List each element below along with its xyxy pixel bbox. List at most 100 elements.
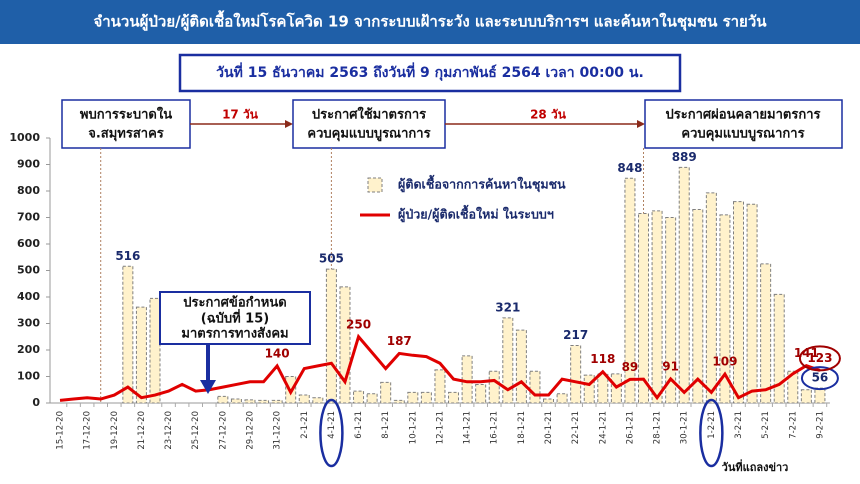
x-tick-label: 2-1-21 (300, 411, 310, 439)
line-value-label: 123 (807, 351, 832, 365)
bar (339, 286, 351, 404)
annotation: ประกาศผ่อนคลายมาตรการ (666, 108, 821, 123)
bar (719, 214, 731, 404)
bar (407, 391, 419, 404)
y-tick-label: 1000 (9, 131, 40, 144)
bar (353, 390, 365, 404)
bar (760, 263, 772, 404)
bar (380, 381, 392, 404)
line-value-label: 118 (590, 352, 615, 366)
x-tick-label: 9-2-21 (815, 411, 825, 439)
y-tick-label: 800 (17, 184, 40, 197)
annotation: ควบคุมแบบบูรณาการ (307, 127, 430, 142)
bar (325, 268, 337, 404)
bar (556, 393, 568, 404)
annotation: ประกาศข้อกำหนด (183, 295, 286, 311)
x-tick-label: 16-1-21 (490, 411, 500, 444)
bar (665, 217, 677, 404)
bar (502, 317, 514, 404)
bar (122, 265, 134, 404)
x-tick-label: 6-1-21 (354, 411, 364, 439)
bar (583, 374, 595, 404)
annotation: 28 วัน (530, 108, 567, 122)
bar (217, 395, 229, 404)
bar (393, 399, 405, 404)
x-tick-label: 18-1-21 (517, 411, 527, 444)
line-value-label: 250 (346, 317, 371, 331)
bar (366, 393, 378, 404)
line-value-label: 109 (712, 355, 737, 369)
x-tick-label: 1-2-21 (707, 411, 717, 439)
bar (733, 201, 744, 404)
x-tick-label: 17-12-20 (83, 411, 93, 450)
bar (515, 329, 527, 404)
chart-title: จำนวนผู้ป่วย/ผู้ติดเชื้อใหม่โรคโควิด 19 … (93, 10, 767, 32)
bar (651, 210, 663, 404)
arrow-head (200, 380, 216, 394)
bar (543, 398, 555, 404)
bar (529, 370, 541, 404)
highlight (798, 345, 841, 372)
x-tick-label: 7-2-21 (788, 411, 798, 439)
x-tick-label: 28-1-21 (653, 411, 663, 444)
bar (773, 293, 785, 404)
bar-value-label: 848 (617, 161, 642, 175)
annotation: มาตรการทางสังคม (181, 327, 288, 342)
bar-value-label: 516 (115, 249, 140, 263)
bar (461, 355, 473, 404)
bar (258, 399, 270, 404)
legend-label: ผู้ป่วย/ผู้ติดเชื้อใหม่ ในระบบฯ (398, 205, 554, 223)
x-tick-label: 30-1-21 (680, 411, 690, 444)
y-tick-label: 600 (17, 237, 40, 250)
y-tick-label: 200 (17, 343, 40, 356)
bar (800, 389, 812, 404)
bar-value-label: 321 (495, 300, 520, 314)
bar-value-label: 889 (672, 150, 697, 164)
annotation-box (159, 291, 311, 345)
highlight (800, 366, 839, 391)
x-tick-label: 4-1-21 (327, 411, 337, 439)
annotation: 17 วัน (222, 108, 259, 122)
x-tick-label: 10-1-21 (408, 411, 418, 444)
bar (298, 394, 310, 404)
annotations: พบการระบาดใน จ.สมุทรสาคร 17 วัน ประกาศใช… (61, 99, 843, 149)
line-value-label: 140 (265, 346, 290, 360)
bar (448, 391, 460, 404)
x-tick-label: 25-12-20 (191, 411, 201, 450)
x-tick-label: 20-1-21 (544, 411, 554, 444)
title-banner (0, 0, 860, 44)
y-tick-label: 300 (17, 317, 40, 330)
bar (638, 213, 650, 404)
bar (570, 344, 582, 404)
chart-subtitle: วันที่ 15 ธันวาคม 2563 ถึงวันที่ 9 กุมภา… (216, 62, 644, 81)
line-value-label: 89 (622, 360, 639, 374)
annotation: ประกาศใช้มาตรการ (312, 106, 426, 123)
annotation: พบการระบาดใน (80, 106, 172, 123)
line (59, 333, 821, 402)
bar (420, 391, 432, 404)
annotation: จ.สมุทรสาคร (88, 127, 164, 142)
bar-value-label: 56 (812, 371, 829, 385)
y-tick-label: 400 (17, 290, 40, 303)
x-tick-label: 22-1-21 (571, 411, 581, 444)
x-tick-label: 14-1-21 (463, 411, 473, 444)
bar (624, 177, 636, 404)
arrow-head (285, 120, 293, 128)
y-tick-label: 100 (17, 370, 40, 383)
bar (475, 383, 487, 404)
x-tick-label: 24-1-21 (598, 411, 608, 444)
bar (705, 192, 717, 404)
highlight (319, 398, 344, 468)
bar (149, 297, 161, 404)
bar (244, 399, 256, 404)
bar-value-label: 217 (563, 328, 588, 342)
highlight (699, 398, 724, 468)
x-tick-label: 31-12-20 (273, 411, 283, 450)
subtitle-box (178, 53, 682, 93)
bar (135, 306, 147, 404)
annotations: ประกาศข้อกำหนด (ฉบับที่ 15) มาตรการทางสั… (159, 291, 788, 474)
annotation-box (644, 99, 843, 149)
arrow-head (637, 120, 645, 128)
plot: 0 100 200 300 400 500 600 700 800 900 1000 15-12-20… (9, 131, 841, 468)
